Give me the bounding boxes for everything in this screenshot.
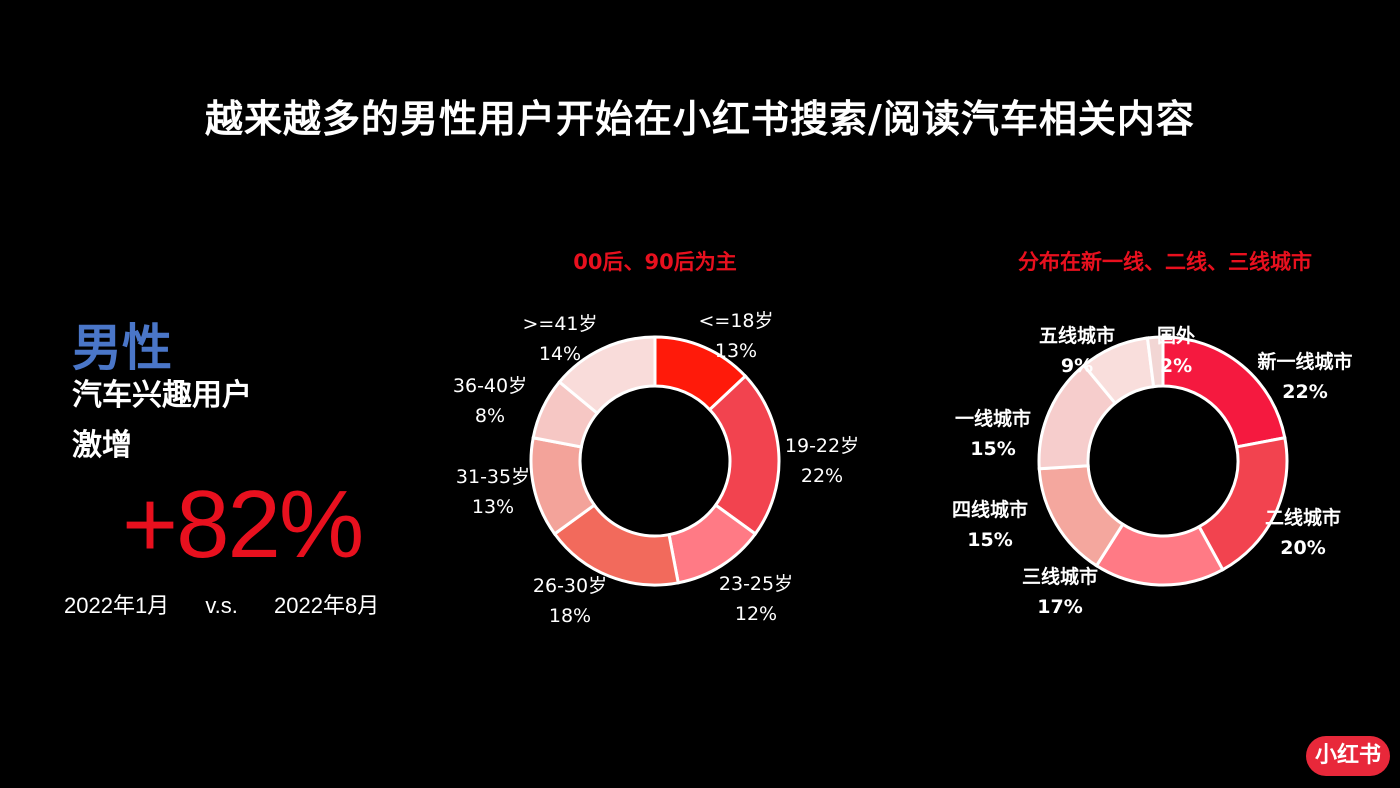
interest-label: 汽车兴趣用户 [72,378,252,413]
age-category-label: 36-40岁 [453,375,527,397]
date-comparison: 2022年1月 v.s. 2022年8月 [64,588,409,620]
city-value-label: 20% [1280,537,1325,559]
surge-label: 激增 [72,428,132,463]
city-category-label: 四线城市 [952,498,1028,521]
city-value-label: 15% [967,529,1012,551]
age-category-label: 26-30岁 [533,575,607,597]
city-value-label: 17% [1037,596,1082,618]
city-category-label: 国外 [1157,324,1195,347]
age-chart-subtitle: 00后、90后为主 [573,250,737,274]
page-title: 越来越多的男性用户开始在小红书搜索/阅读汽车相关内容 [205,97,1195,141]
city-category-label: 二线城市 [1265,506,1341,529]
gender-label: 男性 [72,319,172,377]
age-value-label: 14% [539,343,581,365]
city-category-label: 三线城市 [1022,565,1098,588]
city-value-label: 22% [1282,381,1327,403]
city-value-label: 2% [1160,355,1192,377]
city-value-label: 9% [1061,355,1093,377]
age-value-label: 18% [549,605,591,627]
age-slice-6 [557,335,657,416]
growth-value: +82% [122,471,364,578]
age-category-label: <=18岁 [698,310,773,332]
age-value-label: 22% [801,465,843,487]
age-value-label: 8% [475,405,505,427]
age-value-label: 13% [715,340,757,362]
date-from: 2022年1月 [64,593,170,618]
city-category-label: 一线城市 [955,407,1031,430]
age-category-label: 23-25岁 [719,573,793,595]
age-category-label: 31-35岁 [456,466,530,488]
date-to: 2022年8月 [274,593,380,618]
vs-label: v.s. [205,593,238,618]
age-category-label: >=41岁 [522,313,597,335]
xiaohongshu-logo: 小红书 [1306,736,1390,776]
city-category-label: 新一线城市 [1257,350,1352,373]
city-value-label: 15% [970,438,1015,460]
age-category-label: 19-22岁 [785,435,859,457]
city-slice-6 [1145,335,1165,389]
city-chart-subtitle: 分布在新一线、二线、三线城市 [1018,250,1312,274]
age-value-label: 12% [735,603,777,625]
age-value-label: 13% [472,496,514,518]
city-category-label: 五线城市 [1039,324,1115,347]
